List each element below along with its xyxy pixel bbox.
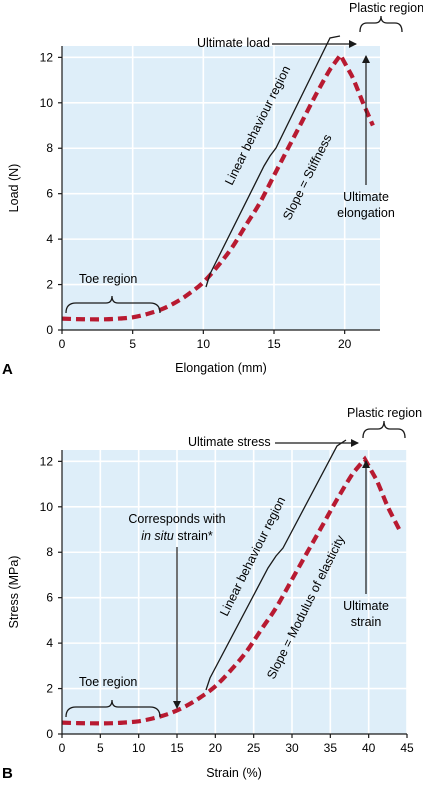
load-elongation-curve — [61, 455, 402, 726]
grid-a — [62, 46, 380, 330]
y-axis-label-a: Load (N) — [7, 164, 21, 213]
toe-bracket-a — [65, 295, 161, 314]
y-tick-label: 12 — [40, 50, 54, 64]
panel-label-a: A — [2, 361, 13, 378]
x-axis-label-b: Strain (%) — [206, 766, 262, 780]
insitu-label-rest: strain* — [174, 529, 213, 543]
plot-area-b — [62, 450, 407, 734]
toe-region-label-b: Toe region — [79, 675, 137, 689]
ultimate-elongation-label-1: Ultimate — [343, 190, 389, 204]
x-axis-label-a: Elongation (mm) — [175, 361, 267, 375]
panel-a: 0 2 4 6 8 10 12 0 5 10 15 20 Load (N) Elongation (m… — [2, 1, 423, 378]
ultimate-elongation-label-2: elongation — [337, 206, 395, 220]
x-tick-label: 35 — [324, 741, 338, 755]
x-tick-label: 0 — [59, 337, 66, 351]
plot-area-a — [62, 46, 380, 330]
insitu-label-2: in situ strain* — [141, 529, 213, 543]
load-elongation-curve — [61, 51, 375, 322]
linear-bracket-b — [205, 439, 347, 691]
ultimate-strain-label-1: Ultimate — [343, 599, 389, 613]
y-tick-label: 8 — [46, 141, 53, 155]
x-tick-label: 10 — [197, 337, 211, 351]
toe-region-label-a: Toe region — [79, 272, 137, 286]
curve-a — [61, 51, 375, 322]
grid-b — [62, 450, 408, 734]
curve-b — [61, 455, 402, 726]
y-tick-label: 2 — [46, 682, 53, 696]
x-tick-label: 5 — [129, 337, 136, 351]
panel-b: 0 2 4 6 8 10 12 0 5 10 15 20 25 30 35 40 45 Stress (MPa)… — [2, 406, 422, 782]
x-tick-label: 45 — [400, 741, 414, 755]
ultimate-stress-label: Ultimate stress — [188, 435, 271, 449]
y-tick-label: 6 — [46, 187, 53, 201]
y-tick-label: 12 — [40, 454, 54, 468]
y-tick-label: 6 — [46, 591, 53, 605]
ultimate-load-label: Ultimate load — [197, 36, 270, 50]
linear-bracket-a — [205, 35, 341, 288]
panel-label-b: B — [2, 765, 13, 782]
x-tick-label: 5 — [97, 741, 104, 755]
x-tick-label: 25 — [247, 741, 261, 755]
y-axis-label-b: Stress (MPa) — [7, 556, 21, 629]
x-tick-label: 10 — [132, 741, 146, 755]
y-tick-label: 2 — [46, 278, 53, 292]
x-tick-label: 20 — [338, 337, 352, 351]
x-tick-label: 0 — [59, 741, 66, 755]
y-tick-label: 0 — [46, 323, 53, 337]
x-tick-label: 30 — [285, 741, 299, 755]
plastic-bracket-b — [362, 420, 406, 439]
y-tick-label: 8 — [46, 545, 53, 559]
ticks-b: 0 2 4 6 8 10 12 0 5 10 15 20 25 30 35 40 45 — [40, 454, 414, 755]
y-tick-label: 10 — [40, 96, 54, 110]
plastic-bracket-a — [359, 15, 403, 33]
y-tick-label: 4 — [46, 636, 53, 650]
y-tick-label: 10 — [40, 500, 54, 514]
x-tick-label: 20 — [209, 741, 223, 755]
y-tick-label: 4 — [46, 232, 53, 246]
x-tick-label: 15 — [170, 741, 184, 755]
toe-bracket-b — [65, 699, 161, 718]
insitu-label-1: Corresponds with — [128, 512, 225, 526]
ultimate-strain-label-2: strain — [351, 615, 382, 629]
ticks-a: 0 2 4 6 8 10 12 0 5 10 15 20 — [40, 50, 352, 351]
x-tick-label: 40 — [362, 741, 376, 755]
insitu-label-italic: in situ — [141, 529, 174, 543]
plastic-region-label-b: Plastic region — [347, 406, 422, 420]
plastic-region-label-a: Plastic region — [349, 1, 423, 15]
x-tick-label: 15 — [267, 337, 281, 351]
y-tick-label: 0 — [46, 727, 53, 741]
